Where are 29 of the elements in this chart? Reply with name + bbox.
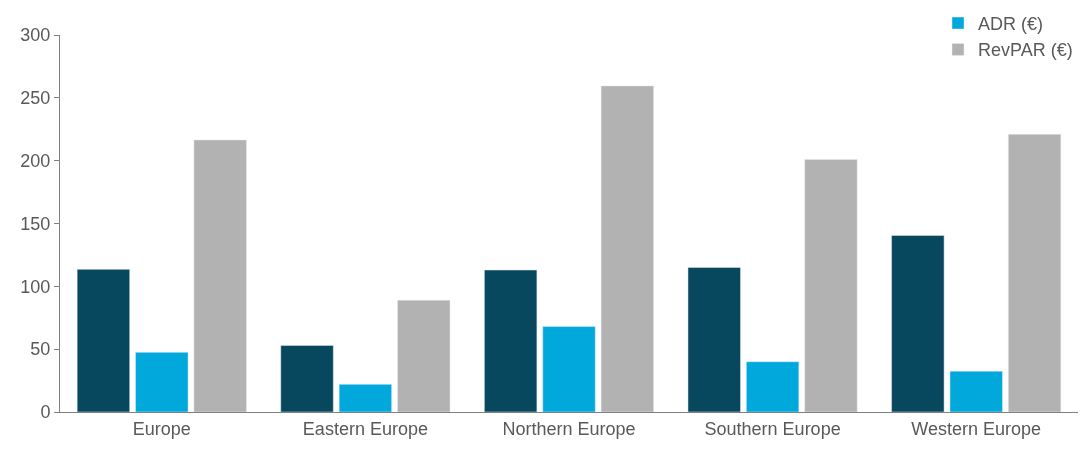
x-tick-label: Southern Europe [704, 418, 841, 439]
bar [193, 139, 247, 412]
y-tick-label: 100 [20, 276, 51, 297]
bar [484, 269, 538, 412]
x-tick-label: Northern Europe [502, 418, 636, 439]
y-tick-label: 300 [20, 25, 51, 46]
y-tick-label: 50 [30, 339, 51, 360]
bar [687, 267, 741, 412]
x-tick-label: Western Europe [911, 418, 1042, 439]
bar [949, 370, 1003, 412]
y-tick-label: 150 [20, 213, 51, 234]
y-tick-label: 0 [40, 402, 51, 423]
legend-label: RevPAR (€) [978, 40, 1073, 61]
x-tick-label: Europe [132, 418, 191, 439]
bar [397, 299, 451, 412]
bar [76, 269, 130, 412]
bar [542, 326, 596, 412]
y-tick-label: 250 [20, 88, 51, 109]
legend-label: ADR (€) [978, 14, 1044, 35]
bar [1008, 134, 1062, 412]
y-tick-label: 200 [20, 150, 51, 171]
bar [280, 345, 334, 412]
bar [600, 85, 654, 412]
bar [338, 384, 392, 412]
x-tick-label: Eastern Europe [302, 418, 428, 439]
bar [135, 352, 189, 412]
bar [746, 361, 800, 412]
bar [891, 235, 945, 412]
bar [804, 159, 858, 412]
